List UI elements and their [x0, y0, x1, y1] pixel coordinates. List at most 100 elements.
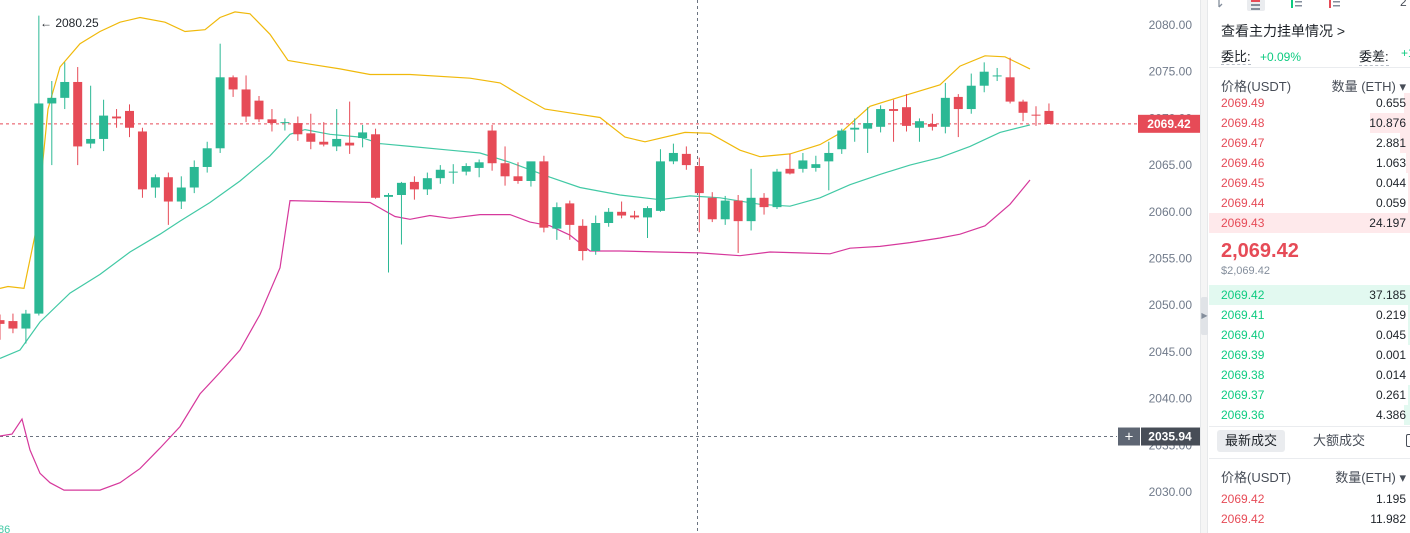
- candle-body: [60, 81, 70, 98]
- candle-body: [694, 166, 704, 194]
- crosshair-price-label: 2035.94: [1148, 430, 1192, 444]
- candle-body: [850, 127, 860, 130]
- candle-body: [215, 77, 225, 149]
- price-axis-label: 2080.00: [1149, 18, 1193, 32]
- ask-row[interactable]: 2069.43 24.197: [1209, 213, 1410, 233]
- depth-bar: [1408, 325, 1410, 345]
- row-price: 2069.38: [1221, 368, 1265, 382]
- candle-body: [21, 313, 31, 329]
- header-qty[interactable]: 数量 (ETH) ▾: [1331, 79, 1406, 94]
- bid-row[interactable]: 2069.40 0.045: [1209, 325, 1410, 345]
- candle-body: [137, 131, 147, 190]
- row-qty: 1.063: [1375, 156, 1406, 170]
- price-axis-label: 2040.00: [1149, 392, 1193, 406]
- current-price-label: 2069.42: [1147, 117, 1191, 131]
- trade-row[interactable]: 2069.42 1.195: [1209, 489, 1410, 509]
- candlestick-chart[interactable]: ← 2080.25862080.002075.002070.002065.002…: [0, 0, 1200, 533]
- crosshair-plus-button: [1118, 427, 1140, 446]
- candle-body: [396, 182, 406, 195]
- trade-row[interactable]: 2069.42 11.982: [1209, 509, 1410, 529]
- trades-header-qty[interactable]: 数量(ETH) ▾: [1335, 470, 1406, 485]
- bid-row[interactable]: 2069.37 0.261: [1209, 385, 1410, 405]
- candle-body: [889, 109, 899, 111]
- trades-header-price: 价格(USDT): [1221, 470, 1292, 485]
- row-qty: 10.876: [1369, 116, 1406, 130]
- candle-body: [914, 121, 924, 128]
- row-price: 2069.49: [1221, 96, 1265, 110]
- row-qty: 37.185: [1369, 288, 1406, 302]
- depth-bar: [1408, 193, 1410, 213]
- trades-list: 2069.42 1.195 2069.42 11.982: [1209, 489, 1410, 529]
- layout-asks-icon[interactable]: [1247, 0, 1265, 11]
- candle-body: [617, 211, 627, 216]
- precision-selector[interactable]: 2: [1400, 0, 1407, 9]
- high-price-marker: ← 2080.25: [40, 16, 99, 30]
- candle-body: [720, 200, 730, 220]
- row-price: 2069.39: [1221, 348, 1265, 362]
- ask-row[interactable]: 2069.46 1.063: [1209, 153, 1410, 173]
- large-trades-checkbox[interactable]: [1406, 434, 1410, 447]
- orderbook-header: 价格(USDT) 数量 (ETH) ▾: [1221, 76, 1410, 96]
- price-axis-label: 2065.00: [1149, 158, 1193, 172]
- candle-body: [34, 103, 44, 314]
- tab-latest-trades[interactable]: 最新成交: [1217, 430, 1286, 452]
- candle-body: [591, 223, 601, 252]
- price-axis-label: 2050.00: [1149, 298, 1193, 312]
- row-price: 2069.46: [1221, 156, 1265, 170]
- candle-body: [565, 203, 575, 225]
- ask-row[interactable]: 2069.48 10.876: [1209, 113, 1410, 133]
- candle-body: [746, 197, 756, 222]
- bid-row[interactable]: 2069.39 0.001: [1209, 345, 1410, 365]
- depth-bar: [1403, 93, 1410, 113]
- row-qty: 0.001: [1375, 348, 1406, 362]
- candle-body: [513, 176, 523, 181]
- candle-body: [539, 161, 549, 228]
- ask-row[interactable]: 2069.49 0.655: [1209, 93, 1410, 113]
- ask-row[interactable]: 2069.47 2.881: [1209, 133, 1410, 153]
- candle-body: [267, 119, 277, 124]
- depth-bar: [1405, 153, 1410, 173]
- candle-body: [319, 141, 329, 145]
- candle-body: [47, 97, 57, 104]
- bid-row[interactable]: 2069.38 0.014: [1209, 365, 1410, 385]
- plus-icon: +: [1125, 429, 1134, 446]
- trades-tabs: 最新成交 大额成交: [1217, 428, 1410, 454]
- candle-body: [112, 116, 122, 119]
- last-price-usd: $2,069.42: [1221, 265, 1270, 277]
- row-price: 2069.47: [1221, 136, 1265, 150]
- price-axis-label: 2060.00: [1149, 205, 1193, 219]
- candle-body: [785, 168, 795, 174]
- tab-large-trades[interactable]: 大额成交: [1313, 433, 1366, 448]
- candle-body: [772, 171, 782, 208]
- depth-bar: [1399, 133, 1410, 153]
- candle-body: [332, 138, 342, 147]
- ratio-value: +0.09%: [1259, 50, 1302, 64]
- candle-body: [824, 152, 834, 162]
- current-price-badge: [1138, 114, 1200, 133]
- candle-body: [73, 81, 83, 147]
- candle-body: [927, 124, 937, 127]
- bid-row[interactable]: 2069.41 0.219: [1209, 305, 1410, 325]
- layout-bids-icon[interactable]: [1289, 0, 1303, 11]
- layout-sells-icon[interactable]: [1327, 0, 1341, 11]
- panel-splitter[interactable]: ▶: [1200, 0, 1208, 533]
- candle-body: [189, 166, 199, 188]
- main-orders-link[interactable]: 查看主力挂单情况 >: [1221, 23, 1346, 39]
- candle-body: [150, 177, 160, 188]
- bid-row[interactable]: 2069.36 4.386: [1209, 405, 1410, 425]
- price-axis-label: 2055.00: [1149, 252, 1193, 266]
- ask-row[interactable]: 2069.45 0.044: [1209, 173, 1410, 193]
- bollinger-upper-line: [0, 11, 1031, 290]
- candle-body: [552, 207, 562, 229]
- layout-both-icon[interactable]: [1217, 0, 1231, 11]
- bid-row[interactable]: 2069.42 37.185: [1209, 285, 1410, 305]
- ask-row[interactable]: 2069.44 0.059: [1209, 193, 1410, 213]
- chart-canvas[interactable]: ← 2080.25862080.002075.002070.002065.002…: [0, 0, 1200, 533]
- ask-list: 2069.49 0.655 2069.48 10.876 2069.47 2.881 206…: [1209, 93, 1410, 233]
- candle-body: [1018, 101, 1028, 113]
- candle-body: [8, 321, 18, 329]
- bollinger-middle-line: [0, 124, 1031, 359]
- collapse-panel-icon[interactable]: ▶: [1201, 297, 1208, 335]
- last-price: 2,069.42: [1221, 240, 1299, 262]
